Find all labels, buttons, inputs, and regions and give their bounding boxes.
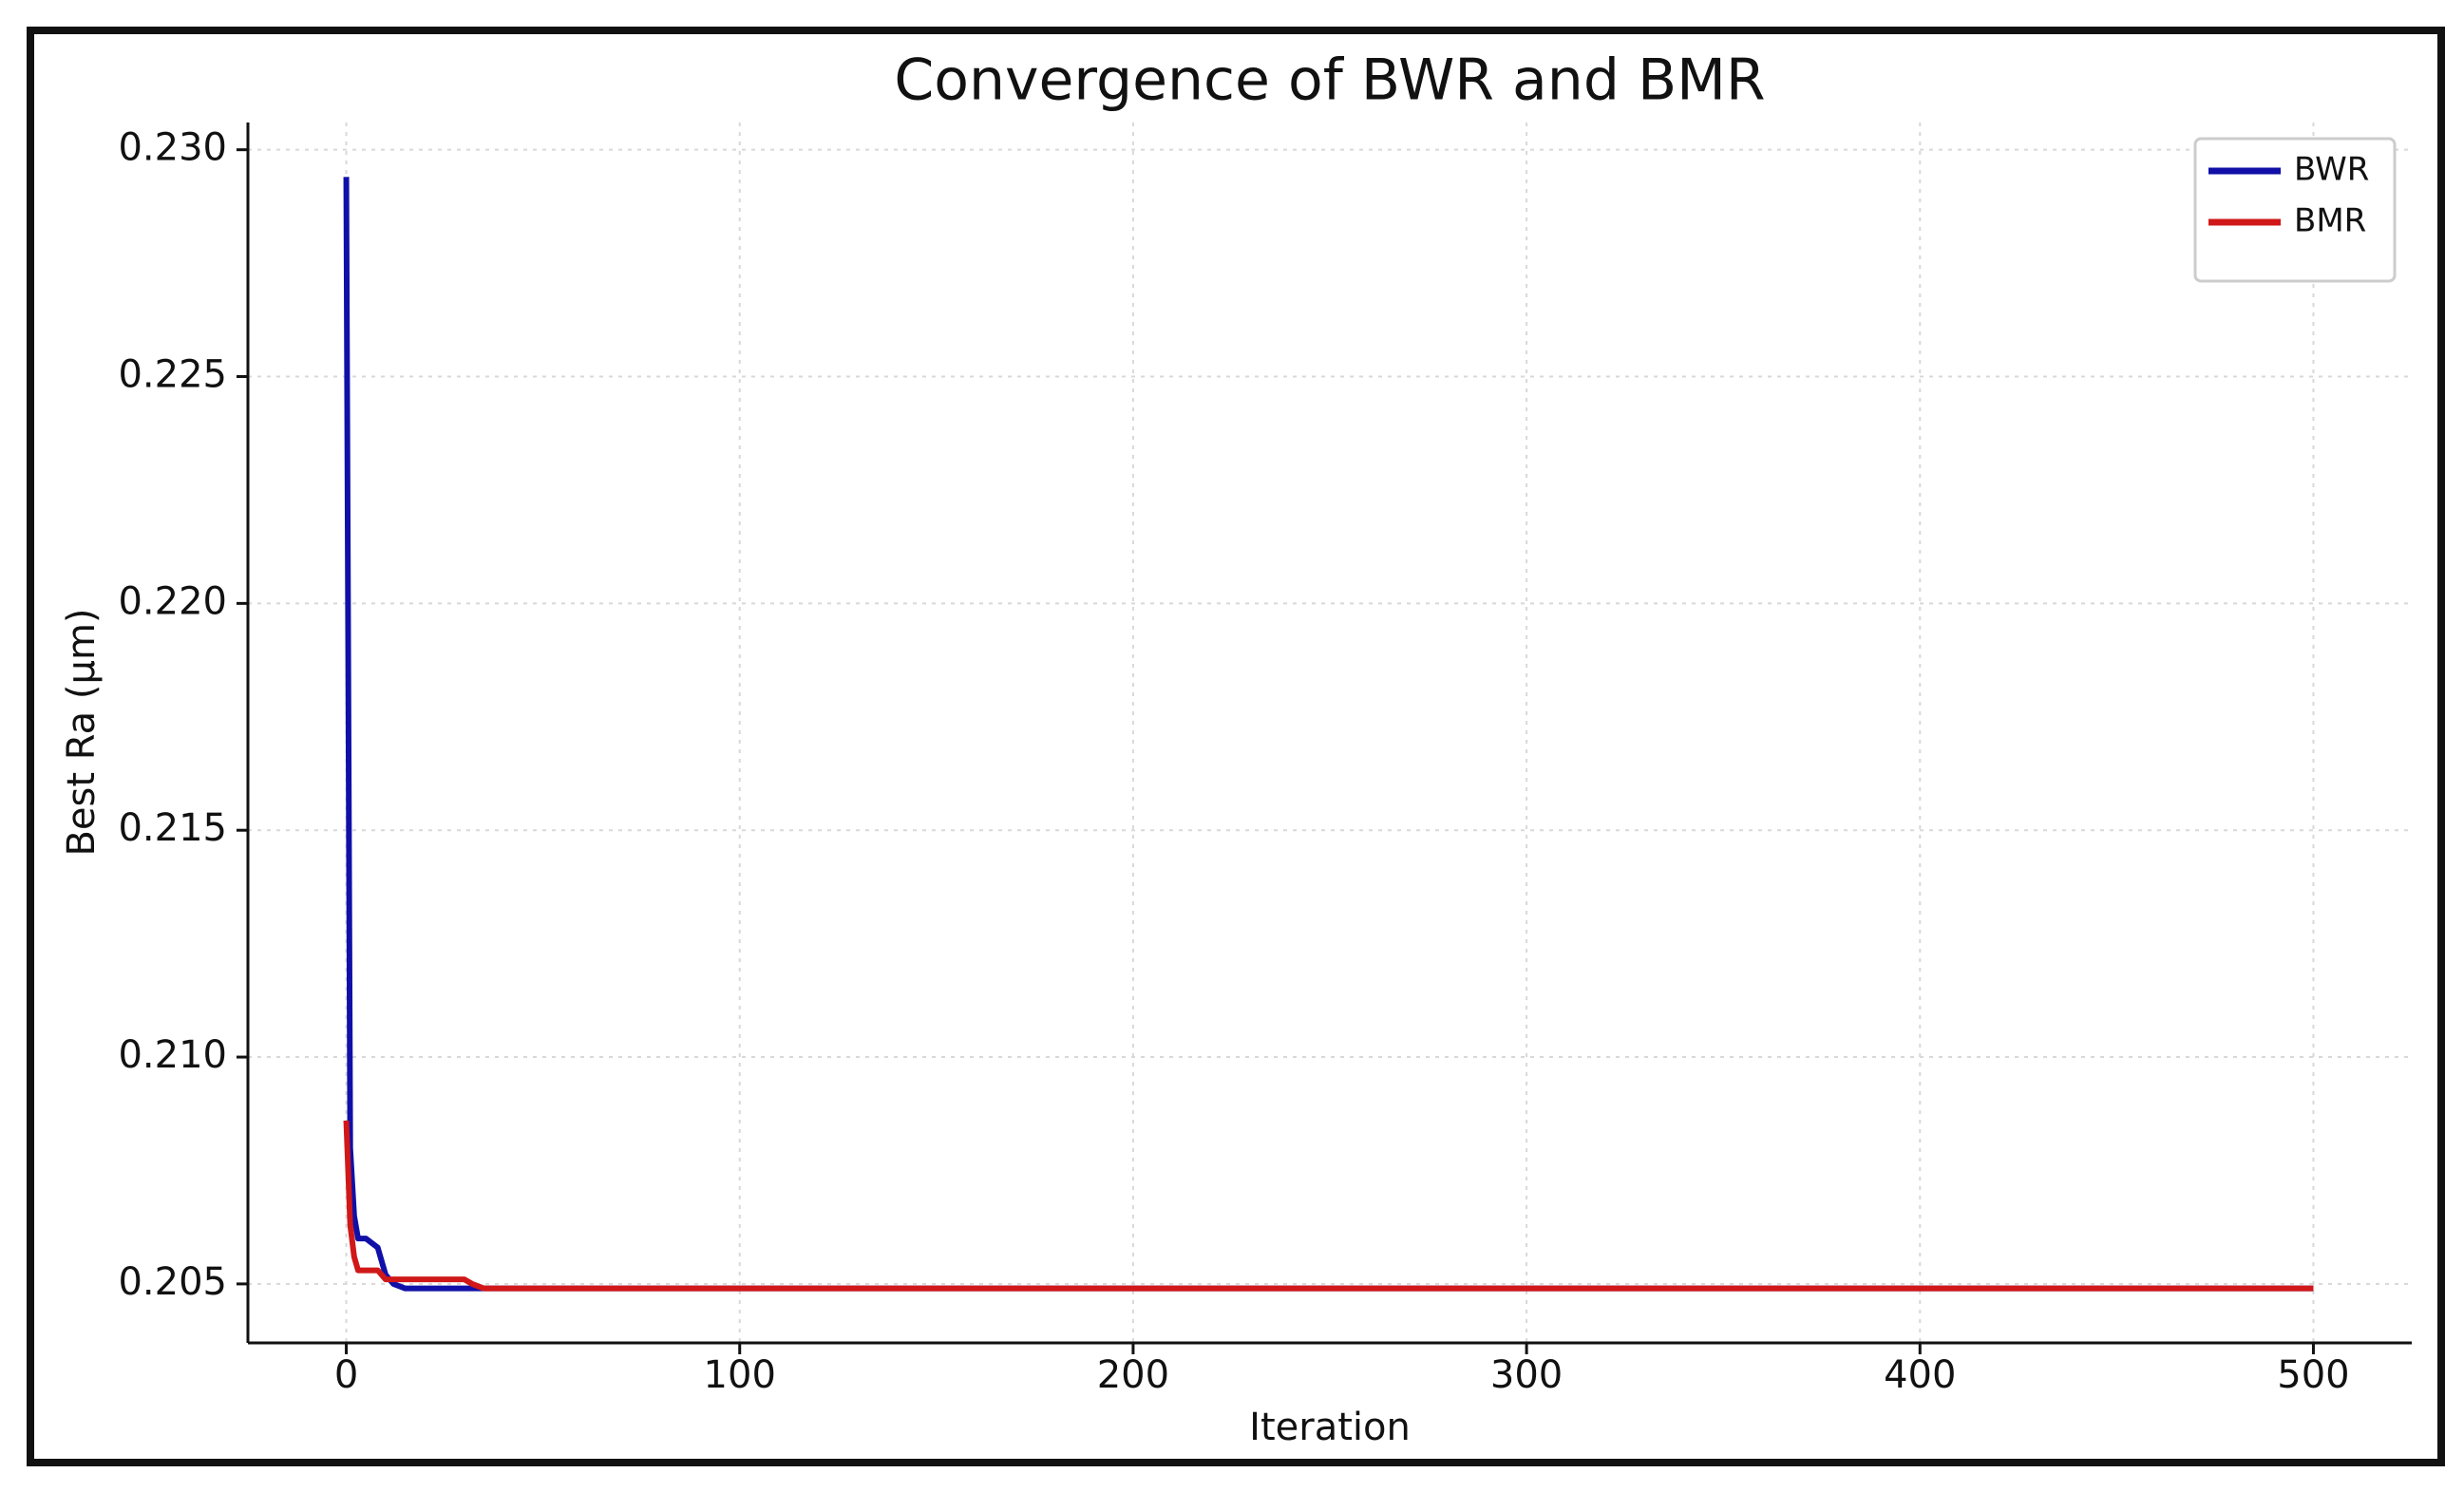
x-tick-label: 300 [1490, 1353, 1563, 1397]
y-axis-label: Best Ra (µm) [60, 608, 104, 856]
frame [27, 27, 2445, 1466]
legend-label: BWR [2294, 151, 2369, 189]
y-tick-label: 0.225 [118, 353, 227, 397]
y-tick-label: 0.205 [118, 1260, 227, 1304]
x-tick-label: 0 [334, 1353, 358, 1397]
x-tick-label: 200 [1097, 1353, 1169, 1397]
x-tick-label: 500 [2277, 1353, 2349, 1397]
x-axis-label: Iteration [1249, 1406, 1411, 1449]
x-tick-label: 100 [704, 1353, 776, 1397]
y-tick-label: 0.220 [118, 579, 227, 623]
y-tick-label: 0.215 [118, 806, 227, 850]
legend-label: BMR [2294, 202, 2366, 240]
y-tick-label: 0.210 [118, 1033, 227, 1077]
chart-title: Convergence of BWR and BMR [894, 47, 1765, 114]
y-tick-label: 0.230 [118, 126, 227, 170]
x-tick-label: 400 [1884, 1353, 1956, 1397]
line-series [343, 1120, 2314, 1292]
